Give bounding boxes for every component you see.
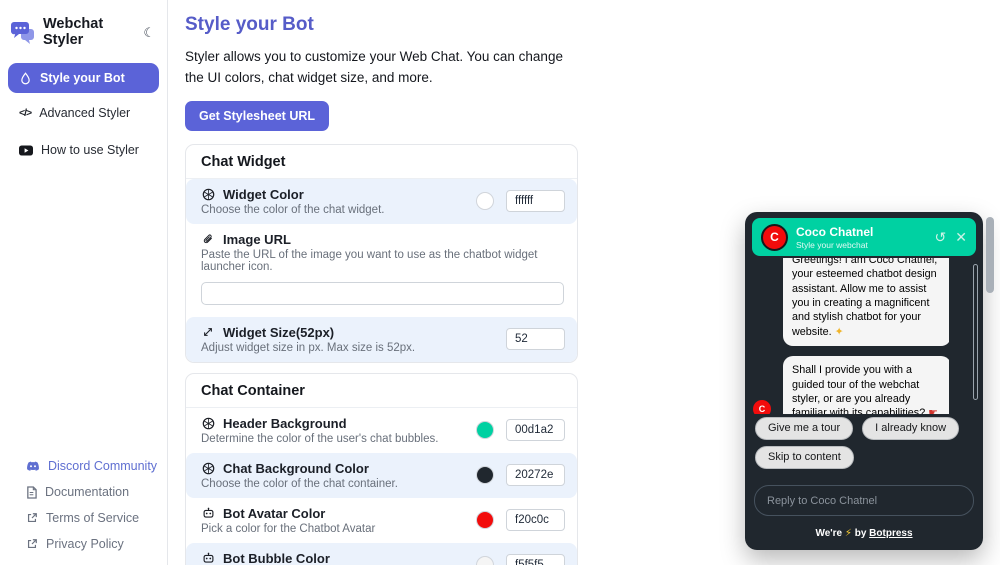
quick-reply-give-me-a-tour[interactable]: Give me a tour <box>755 417 854 440</box>
quick-reply-i-already-know[interactable]: I already know <box>862 417 960 440</box>
color-wheel-icon <box>201 188 215 201</box>
quick-reply-skip-to-content[interactable]: Skip to content <box>755 446 854 469</box>
setting-title: Bot Avatar Color <box>223 505 326 521</box>
quick-replies: Give me a tour I already know Skip to con… <box>755 417 975 475</box>
setting-row-bot-bubble-color: Bot Bubble Color Determine the color of … <box>186 542 577 565</box>
document-icon <box>26 485 37 499</box>
chat-message-input[interactable] <box>754 485 974 516</box>
setting-title: Chat Background Color <box>223 460 369 476</box>
app-title: Webchat Styler <box>43 16 104 48</box>
botpress-link[interactable]: Botpress <box>869 528 913 539</box>
external-link-icon <box>26 512 38 524</box>
dark-mode-toggle-icon[interactable]: ☾ <box>143 24 155 40</box>
section-title: Chat Widget <box>186 145 577 179</box>
sidebar: Webchat Styler ☾ Style your Bot </> Adva… <box>0 0 168 565</box>
hex-input[interactable] <box>506 509 565 532</box>
setting-title: Widget Color <box>223 186 304 202</box>
close-chat-icon[interactable]: ✕ <box>955 229 967 245</box>
chat-scrollbar[interactable] <box>973 264 978 400</box>
sidebar-item-how-to-use[interactable]: How to use Styler <box>0 133 167 167</box>
setting-subtitle: Pick a color for the Chatbot Avatar <box>201 522 376 535</box>
chat-footer: We're ⚡ by Botpress <box>815 528 913 539</box>
image-url-input[interactable] <box>201 281 564 305</box>
setting-row-widget-color: Widget Color Choose the color of the cha… <box>186 178 577 224</box>
robot-icon <box>201 552 215 565</box>
restart-conversation-icon[interactable]: ↺ <box>934 229 947 245</box>
paint-drop-icon <box>19 71 32 85</box>
setting-row-bot-avatar-color: Bot Avatar Color Pick a color for the Ch… <box>186 498 577 543</box>
color-swatch[interactable] <box>476 192 494 211</box>
setting-subtitle: Choose the color of the chat widget. <box>201 203 385 216</box>
main-content: Style your Bot Styler allows you to cust… <box>168 0 1000 565</box>
setting-subtitle: Adjust widget size in px. Max size is 52… <box>201 341 416 354</box>
sidebar-item-label: Advanced Styler <box>39 106 131 120</box>
color-swatch[interactable] <box>476 556 494 565</box>
footer-link-label: Documentation <box>45 485 130 499</box>
setting-subtitle: Choose the color of the chat container. <box>201 477 398 490</box>
setting-title: Header Background <box>223 415 347 431</box>
app-logo-icon <box>10 20 36 44</box>
bot-avatar-small: C <box>753 400 771 414</box>
discord-community-link[interactable]: Discord Community <box>26 459 157 473</box>
setting-title: Widget Size(52px) <box>223 324 335 340</box>
message-list: Greetings! I am Coco Chatnel, your estee… <box>753 258 949 414</box>
setting-subtitle: Paste the URL of the image you want to u… <box>201 248 538 273</box>
page-title: Style your Bot <box>185 14 314 35</box>
chat-widget-section: Chat Widget Widget Color Choose the colo… <box>185 143 578 363</box>
setting-row-widget-size: Widget Size(52px) Adjust widget size in … <box>186 316 577 362</box>
sparkles-emoji: ✦ <box>834 325 844 338</box>
code-icon: </> <box>19 107 32 119</box>
page-description: Styler allows you to customize your Web … <box>185 49 563 85</box>
setting-title: Bot Bubble Color <box>223 550 330 565</box>
documentation-link[interactable]: Documentation <box>26 485 157 499</box>
external-link-icon <box>26 538 38 550</box>
bot-message-bubble: Shall I provide you with a guided tour o… <box>783 356 949 414</box>
sidebar-footer: Discord Community Documentation Terms of… <box>26 447 157 551</box>
setting-row-chat-background: Chat Background Color Choose the color o… <box>186 452 577 498</box>
footer-link-label: Privacy Policy <box>46 537 124 551</box>
sidebar-item-style-your-bot[interactable]: Style your Bot <box>8 63 159 93</box>
size-input[interactable] <box>506 328 565 351</box>
bot-message-bubble: Greetings! I am Coco Chatnel, your estee… <box>783 258 949 347</box>
footer-link-label: Discord Community <box>48 459 158 473</box>
color-swatch[interactable] <box>476 466 494 485</box>
paperclip-icon <box>201 233 215 246</box>
color-swatch[interactable] <box>476 511 494 530</box>
chat-preview-widget: C Coco Chatnel Style your webchat ↺ ✕ Gr… <box>745 212 983 550</box>
footer-link-label: Terms of Service <box>46 511 140 525</box>
hex-input[interactable] <box>506 464 565 487</box>
youtube-icon <box>19 145 33 156</box>
color-wheel-icon <box>201 462 215 475</box>
setting-title: Image URL <box>223 231 291 247</box>
lightning-icon: ⚡ <box>844 528 852 539</box>
hex-input[interactable] <box>506 554 565 565</box>
page-scrollbar-thumb[interactable] <box>986 217 994 293</box>
flex-emoji: ☛ <box>928 407 938 414</box>
hex-input[interactable] <box>506 419 565 442</box>
setting-row-header-background: Header Background Determine the color of… <box>186 408 577 453</box>
chat-container-section: Chat Container Header Background Determi… <box>185 372 578 565</box>
color-swatch[interactable] <box>476 421 494 440</box>
resize-icon <box>201 326 215 338</box>
discord-icon <box>26 461 40 472</box>
get-stylesheet-url-button[interactable]: Get Stylesheet URL <box>185 100 330 131</box>
chat-bot-subtitle: Style your webchat <box>796 239 868 250</box>
sidebar-nav: Style your Bot </> Advanced Styler How t… <box>0 63 167 167</box>
sidebar-item-label: Style your Bot <box>40 71 125 85</box>
chat-bot-name: Coco Chatnel <box>796 224 874 239</box>
setting-row-image-url: Image URL Paste the URL of the image you… <box>186 224 577 317</box>
sidebar-header: Webchat Styler ☾ <box>0 0 167 48</box>
bot-avatar: C <box>761 223 788 251</box>
sidebar-item-advanced-styler[interactable]: </> Advanced Styler <box>0 96 167 130</box>
privacy-policy-link[interactable]: Privacy Policy <box>26 537 157 551</box>
setting-subtitle: Determine the color of the user's chat b… <box>201 432 439 445</box>
sidebar-item-label: How to use Styler <box>41 143 139 157</box>
chat-header: C Coco Chatnel Style your webchat ↺ ✕ <box>752 218 976 256</box>
color-wheel-icon <box>201 417 215 430</box>
terms-of-service-link[interactable]: Terms of Service <box>26 511 157 525</box>
section-title: Chat Container <box>186 374 577 408</box>
hex-input[interactable] <box>506 190 565 213</box>
robot-icon <box>201 507 215 520</box>
